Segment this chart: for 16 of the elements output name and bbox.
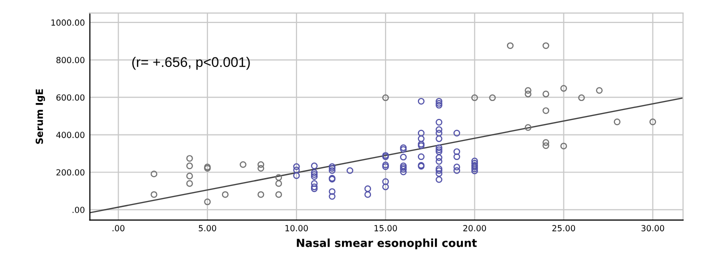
annotation: (r= +.656, p<0.001)	[132, 56, 250, 70]
x-tick-label: 10.00	[285, 225, 308, 232]
y-tick-label: 200.00	[56, 169, 84, 176]
x-tick-label: .00	[112, 225, 124, 232]
y-tick-label: 1000.00	[51, 19, 84, 26]
x-tick-label: 20.00	[463, 225, 486, 232]
y-tick-label: 600.00	[56, 94, 84, 101]
x-tick-label: 25.00	[552, 225, 576, 232]
y-tick-label: .00	[72, 206, 84, 213]
y-axis-title: Serum IgE	[36, 89, 45, 144]
y-tick-label: 800.00	[56, 56, 84, 64]
x-axis-title: Nasal smear esonophil count	[296, 238, 477, 250]
x-tick-label: 15.00	[374, 225, 397, 232]
y-tick-label: 400.00	[56, 132, 84, 138]
x-tick-label: 30.00	[641, 225, 664, 232]
x-tick-label: 5.00	[198, 225, 216, 232]
